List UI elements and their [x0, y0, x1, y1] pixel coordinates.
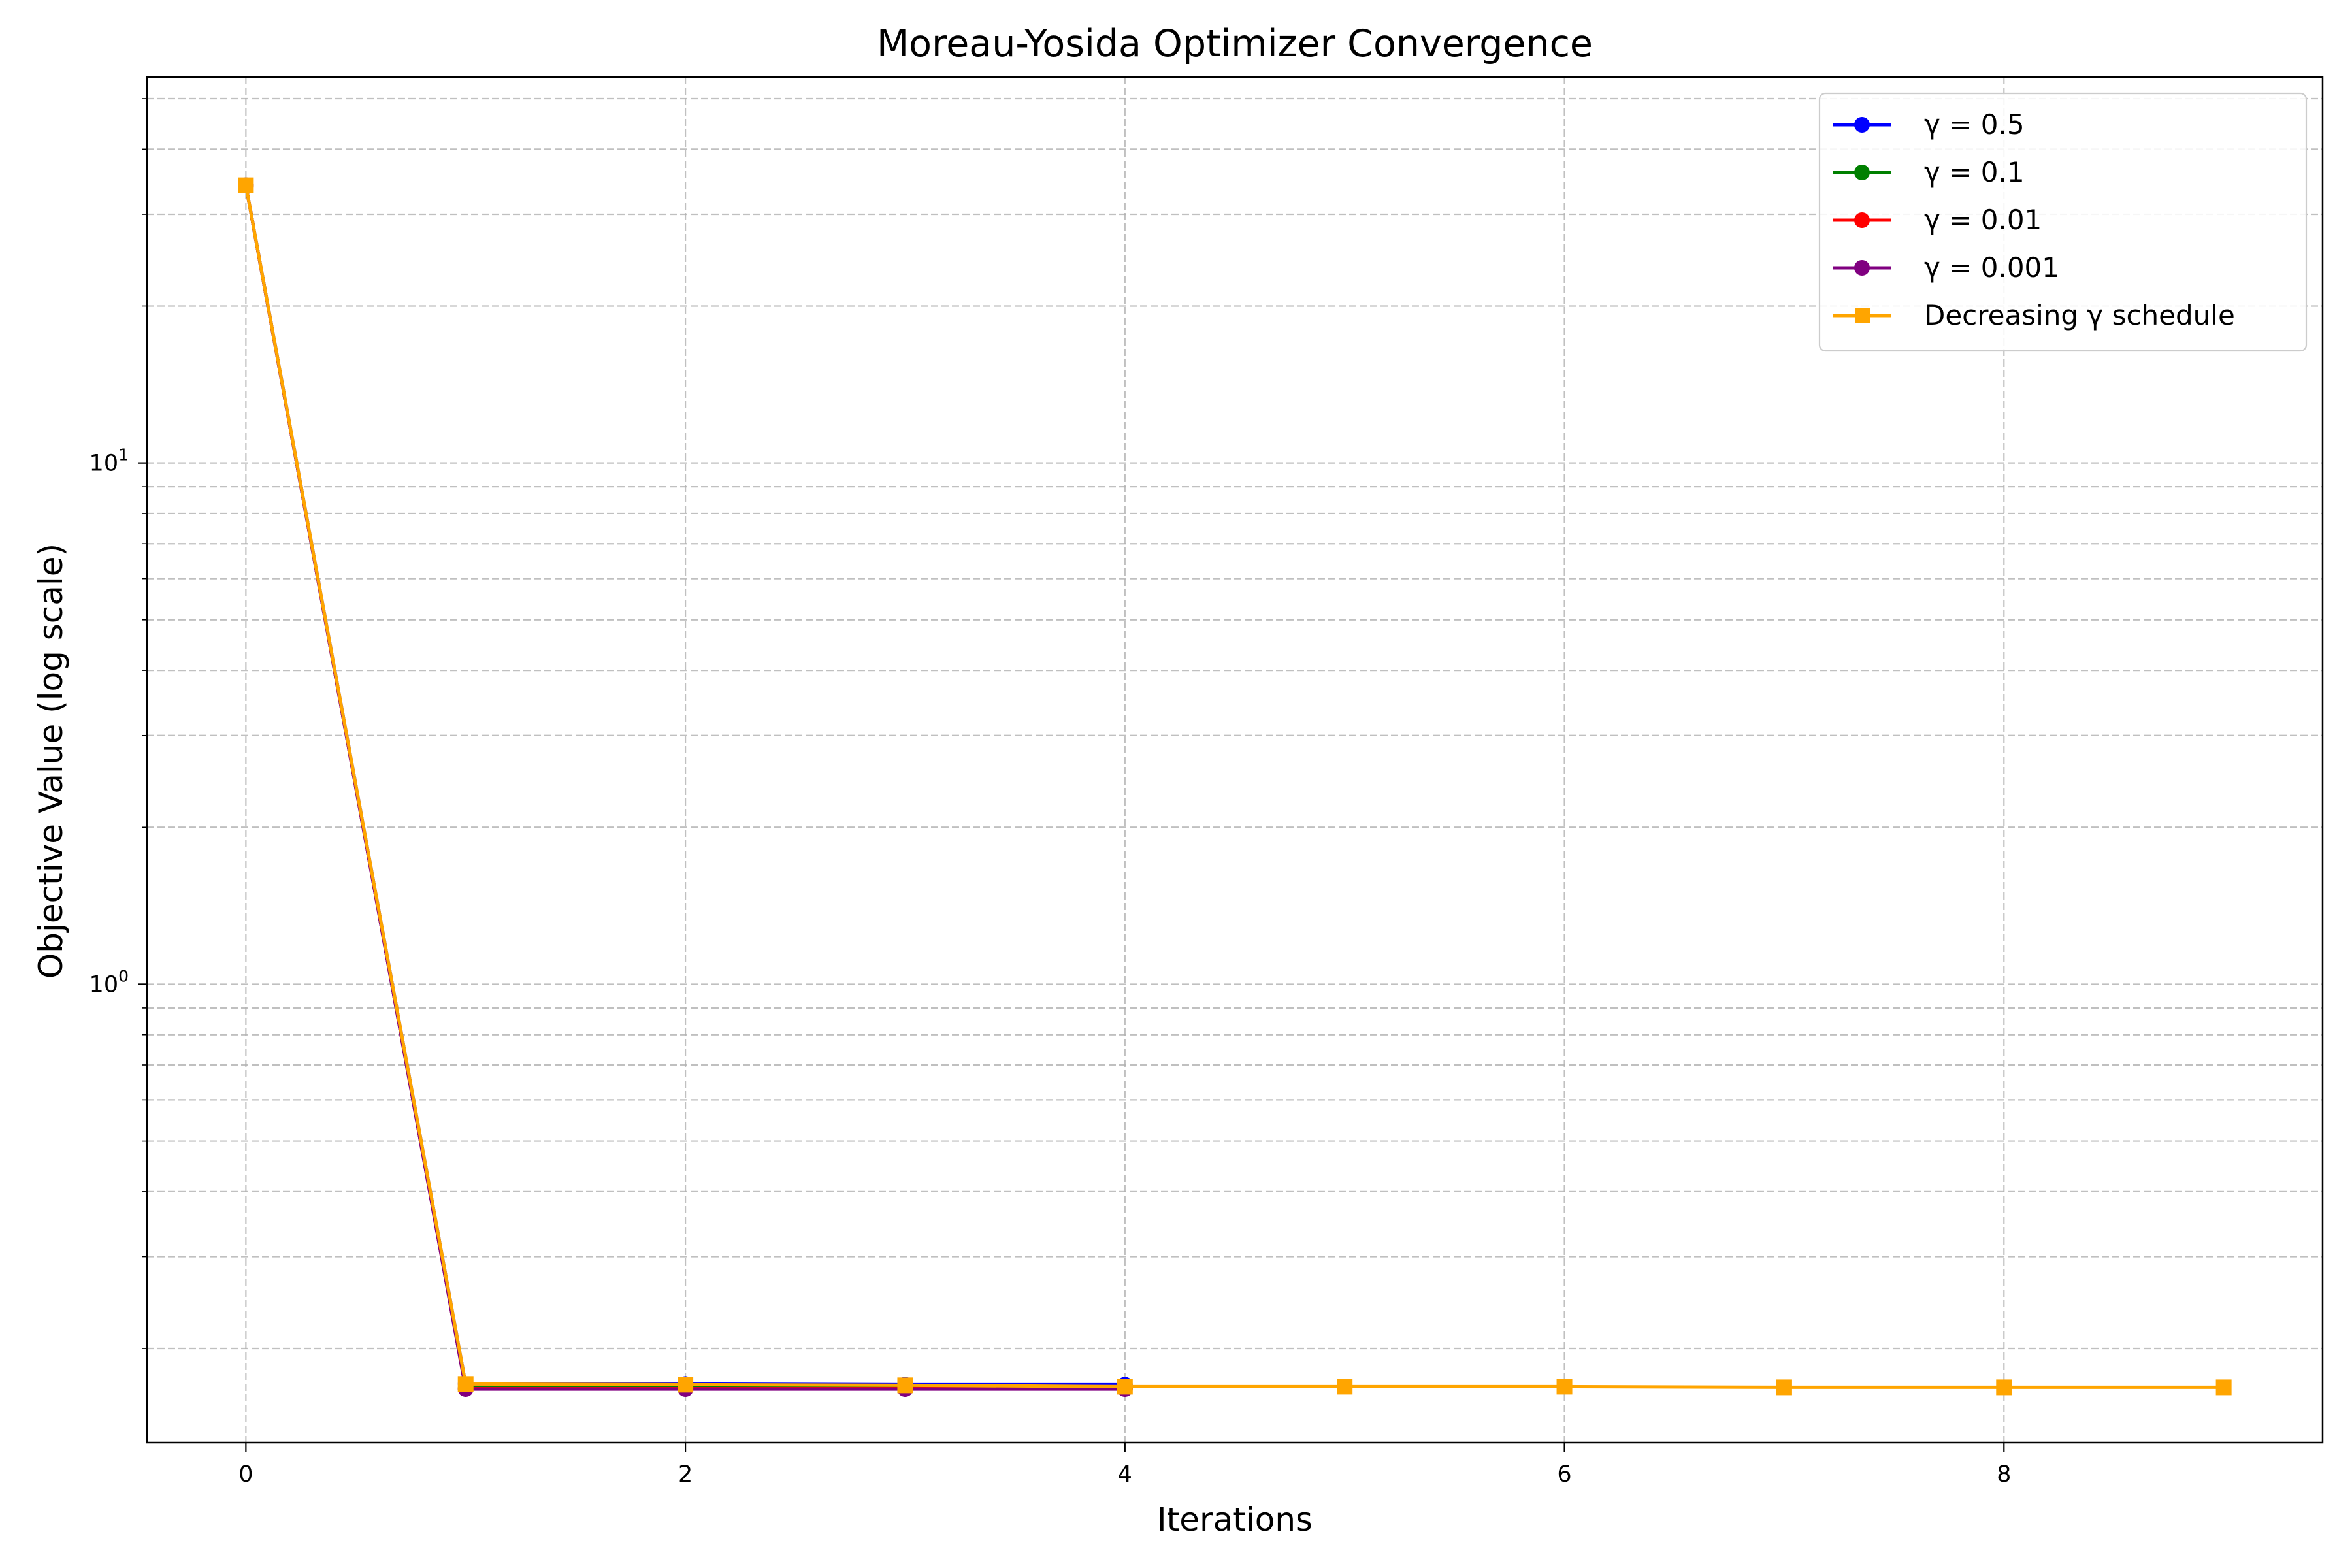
legend-label: Decreasing γ schedule — [1924, 299, 2235, 331]
data-point — [1117, 1379, 1133, 1395]
x-axis-label: Iterations — [1157, 1501, 1313, 1539]
data-point — [1776, 1379, 1792, 1396]
x-tick-label: 4 — [1118, 1462, 1132, 1488]
legend-box — [1818, 92, 2308, 352]
x-tick-label: 2 — [678, 1462, 693, 1488]
data-point — [1337, 1379, 1353, 1395]
data-point — [238, 177, 254, 193]
x-tick-label: 8 — [1997, 1462, 2011, 1488]
legend-swatch-marker — [1854, 165, 1870, 180]
legend-swatch-marker — [1855, 308, 1870, 323]
data-point — [897, 1377, 913, 1394]
legend-swatch-marker — [1854, 260, 1870, 276]
axis-ticks: 0 2 4 6 8 100 101 — [90, 98, 2011, 1488]
legend-swatch-marker — [1854, 117, 1870, 133]
legend-label: γ = 0.01 — [1924, 204, 2042, 236]
data-point — [1556, 1379, 1573, 1395]
legend-label: γ = 0.001 — [1924, 252, 2059, 284]
y-tick-label: 100 — [90, 966, 129, 998]
x-tick-label: 6 — [1557, 1462, 1571, 1488]
legend: γ = 0.5 γ = 0.1 γ = 0.01 γ = 0.001 Decreasin… — [1818, 92, 2308, 352]
y-axis-label: Objective Value (log scale) — [32, 544, 70, 979]
data-point — [678, 1377, 694, 1393]
series-lines — [238, 177, 2232, 1397]
data-point — [2215, 1379, 2232, 1396]
legend-swatch-marker — [1854, 212, 1870, 228]
data-point — [1996, 1379, 2012, 1396]
data-point — [457, 1376, 474, 1392]
x-tick-label: 0 — [238, 1462, 253, 1488]
legend-label: γ = 0.5 — [1924, 108, 2025, 140]
legend-label: γ = 0.1 — [1924, 156, 2025, 188]
chart-title: Moreau-Yosida Optimizer Convergence — [877, 22, 1593, 65]
y-tick-label: 101 — [90, 446, 129, 477]
grid-lines — [147, 77, 2323, 1443]
series-line — [244, 185, 2224, 1389]
plot-area-frame — [146, 76, 2324, 1444]
